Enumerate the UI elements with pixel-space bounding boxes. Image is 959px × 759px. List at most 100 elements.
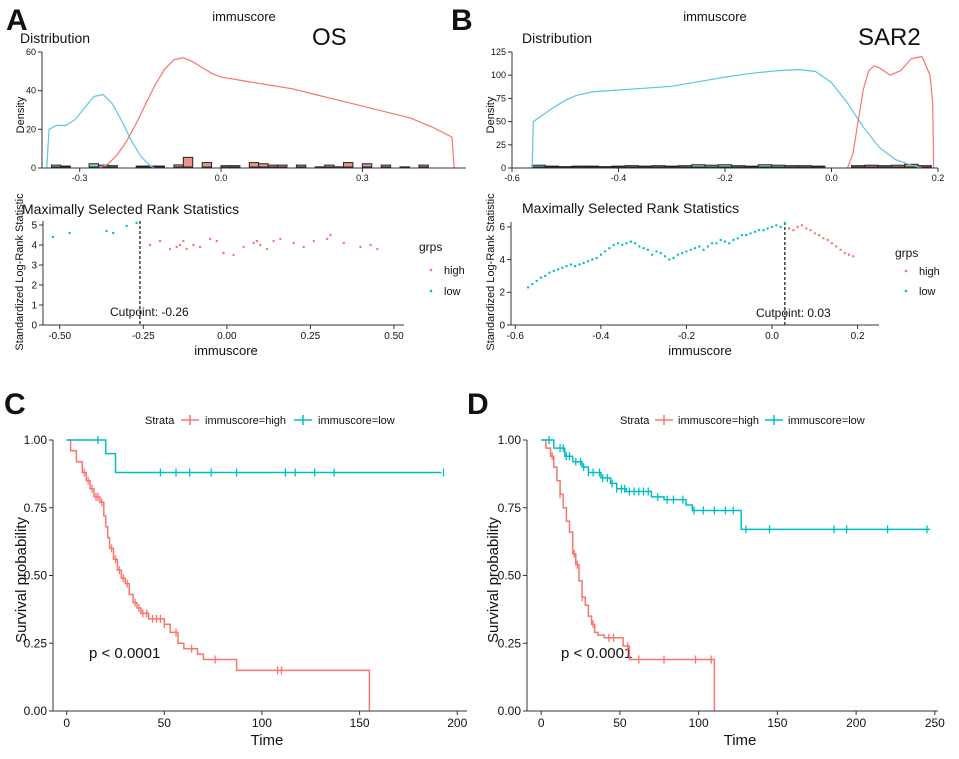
b-stat-point-low xyxy=(561,266,564,269)
a-stat-point-high xyxy=(242,245,245,249)
c-legend-high-label: immuscore=high xyxy=(205,415,286,427)
panel-label-c: C xyxy=(4,388,26,421)
b-stat-point-low xyxy=(544,274,547,278)
b-dist-y-tick-label: 100 xyxy=(491,70,506,80)
b-dist-x-tick-label: 0.0 xyxy=(825,173,838,183)
a-dist-bar-high xyxy=(248,162,260,168)
a-maxstat-ylabel: Standardized Log-Rank Statistic xyxy=(14,193,26,351)
b-stat-point-high xyxy=(809,229,812,232)
a-maxstat-title: Maximally Selected Rank Statistics xyxy=(22,201,239,217)
b-dist-bar-low xyxy=(784,165,799,168)
b-stat-point-high xyxy=(826,238,829,242)
a-stat-x-tick-label: -0.50 xyxy=(48,331,71,342)
b-stat-point-low xyxy=(668,258,671,261)
b-dist-bar-low xyxy=(731,165,746,168)
b-stat-point-low xyxy=(548,271,551,274)
b-dist-bar-low xyxy=(704,164,719,168)
b-stat-point-low xyxy=(698,245,701,248)
a-tag: OS xyxy=(312,24,347,51)
d-km-y-tick-label: 0.00 xyxy=(498,704,522,718)
b-stat-point-low xyxy=(578,263,581,266)
d-km-x-tick-label: 200 xyxy=(846,716,866,730)
b-dist-y-tick-label: 75 xyxy=(496,93,506,103)
b-stat-point-high xyxy=(852,255,855,258)
c-legend-low-label: immuscore=low xyxy=(318,415,395,427)
c-km-y-tick-label: 0.00 xyxy=(24,704,48,718)
a-stat-y-tick-label: 5 xyxy=(31,220,37,231)
a-dist-bar-high xyxy=(267,164,279,168)
a-dist-density-high xyxy=(98,57,455,169)
b-stat-point-low xyxy=(728,242,731,245)
d-km-x-tick-label: 0 xyxy=(538,716,545,730)
b-legend-title: grps xyxy=(895,246,918,260)
b-stat-point-low xyxy=(603,250,607,253)
c-km-plot: 0 50 100 150 200 0.00 0.25 0.50 0.75 1.00 xyxy=(24,433,468,730)
b-stat-point-high xyxy=(792,229,795,232)
c-km-curve-immuscore=high xyxy=(66,439,371,711)
b-dist-y-tick-label: 25 xyxy=(496,140,506,150)
a-stat-point-high xyxy=(208,237,212,241)
b-stat-point-low xyxy=(591,258,594,261)
a-stat-point-high xyxy=(222,251,225,255)
a-dist-bar-high xyxy=(277,164,288,168)
a-stat-point-high xyxy=(342,241,345,245)
b-dist-title: Distribution xyxy=(522,30,592,46)
b-stat-point-low xyxy=(672,256,675,260)
a-dist-bar-high xyxy=(173,164,184,168)
b-stat-x-tick-label: -0.4 xyxy=(592,331,610,342)
b-stat-point-low xyxy=(595,256,598,260)
b-legend-low-label: low xyxy=(919,286,936,298)
a-dist-y-tick-label: 20 xyxy=(26,124,36,134)
c-km-y-tick-label: 0.25 xyxy=(24,636,48,650)
a-stat-point-high xyxy=(252,241,255,245)
b-stat-point-low xyxy=(681,251,684,255)
a-stat-point-low xyxy=(68,231,71,235)
a-stat-point-high xyxy=(192,243,195,247)
b-dist-bar-low xyxy=(797,165,813,168)
b-stat-point-low xyxy=(685,250,688,253)
a-dist-bar-high xyxy=(418,164,429,168)
b-stat-point-low xyxy=(706,245,709,248)
b-dist-bar-low xyxy=(771,164,786,168)
a-stat-y-tick-label: 1 xyxy=(31,300,37,311)
a-stat-point-high xyxy=(359,245,362,249)
a-dist-x-tick-label: 0.0 xyxy=(215,173,228,183)
b-stat-point-high xyxy=(813,232,816,235)
a-stat-y-tick-label: 0 xyxy=(31,320,37,331)
d-legend-low-label: immuscore=low xyxy=(788,415,865,427)
a-dist-density-low xyxy=(46,93,156,169)
a-dist-y-tick-label: 0 xyxy=(31,163,36,173)
d-km-x-tick-label: 150 xyxy=(767,716,787,730)
b-stat-point-low xyxy=(702,248,705,251)
b-stat-x-tick-label: 0.0 xyxy=(765,331,779,342)
a-stat-point-high xyxy=(329,233,332,237)
b-stat-point-low xyxy=(770,225,774,229)
b-dist-bar-high xyxy=(877,165,892,168)
b-maxstat-plot: -0.6 -0.4 -0.2 0.0 0.2 0 2 4 6 xyxy=(499,222,879,342)
b-stat-x-tick-label: -0.2 xyxy=(678,331,696,342)
a-dist-x-tick-label: -0.3 xyxy=(72,173,88,183)
b-dist-bar-low xyxy=(571,165,586,168)
panel-label-d: D xyxy=(467,388,489,421)
a-dist-bar-high xyxy=(201,162,213,168)
a-dist-ylabel: Density xyxy=(15,96,27,133)
b-dist-bar-high xyxy=(864,164,879,168)
a-legend-high-label: high xyxy=(444,265,465,277)
a-distribution-plot: -0.3 0.0 0.3 0 20 40 60 xyxy=(26,47,466,183)
b-dist-bar-low xyxy=(544,165,560,168)
a-stat-x-tick-label: -0.25 xyxy=(132,331,155,342)
b-stat-x-tick-label: -0.6 xyxy=(507,331,525,342)
b-stat-point-low xyxy=(539,276,543,279)
b-maxstat-ylabel: Standardized Log-Rank Statistic xyxy=(485,193,497,351)
d-km-y-tick-label: 0.25 xyxy=(498,636,522,650)
a-dist-bar-high xyxy=(258,163,269,168)
a-dist-bar-high xyxy=(220,165,231,168)
b-dist-bar-low xyxy=(624,165,639,168)
a-dist-x-tick-label: 0.3 xyxy=(356,173,369,183)
b-stat-point-low xyxy=(659,251,662,255)
panel-label-b: B xyxy=(451,4,473,37)
b-figure-title: immuscore xyxy=(683,9,747,24)
a-dist-bar-low xyxy=(60,165,71,168)
a-dist-bar-high xyxy=(380,164,392,168)
